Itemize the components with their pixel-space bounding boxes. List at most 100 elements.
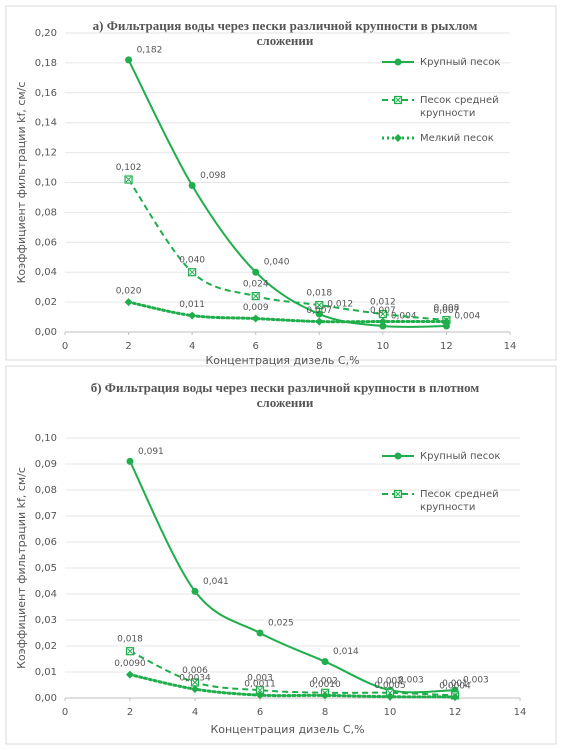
data-label: 0,007	[370, 306, 396, 316]
marker-cross	[380, 311, 386, 317]
marker	[188, 268, 197, 277]
marker-cross	[125, 176, 132, 183]
chart-title: а) Фильтрация воды через пески различной…	[92, 18, 478, 48]
y-tick-label: 0,04	[35, 589, 57, 600]
marker	[124, 175, 133, 184]
y-tick-label: 0,02	[35, 641, 57, 652]
marker	[442, 322, 450, 330]
data-label: 0,008	[434, 304, 460, 314]
y-tick-label: 0,06	[35, 237, 57, 248]
legend-marker	[393, 489, 403, 499]
marker-cross	[192, 679, 198, 686]
x-axis-label: Концентрация дизель С,%	[210, 723, 364, 736]
marker	[256, 629, 264, 637]
data-label: 0,025	[268, 619, 294, 629]
y-axis-label: Коэффициент фильтрации kf, см/с	[15, 467, 28, 669]
y-tick-label: 0,04	[35, 267, 57, 278]
series-line	[128, 673, 457, 699]
data-label: 0,0005	[374, 681, 406, 691]
x-tick-label: 10	[384, 707, 397, 718]
marker	[386, 692, 394, 701]
data-label: 0,098	[200, 171, 226, 181]
marker-cross	[189, 269, 195, 276]
x-tick-label: 0	[62, 707, 68, 718]
data-label: 0,0011	[244, 680, 276, 690]
chart: 0,00 0,01 0,02 0,03 0,04 0,05 0,06 0,07 0,08 0,09…	[5, 365, 557, 745]
x-tick-label: 10	[376, 341, 389, 352]
marker	[124, 298, 133, 307]
data-label: 0,041	[203, 577, 229, 587]
y-tick-label: 0,20	[35, 28, 57, 39]
marker	[251, 292, 260, 301]
data-label: 0,007	[434, 306, 460, 316]
data-label: 0,007	[306, 306, 332, 316]
legend-label: Крупный песок	[420, 57, 501, 68]
y-tick-label: 0,10	[35, 433, 57, 444]
marker	[191, 587, 199, 595]
marker	[256, 691, 264, 700]
x-tick-label: 0	[62, 341, 68, 352]
marker-cross	[316, 302, 323, 308]
legend-marker	[393, 95, 403, 105]
legend-marker	[394, 452, 402, 460]
x-tick-label: 6	[253, 341, 259, 352]
y-tick-label: 0,14	[35, 118, 57, 129]
legend-label: Песок средней крупности	[420, 95, 499, 119]
chart-title: б) Фильтрация воды через пески различной…	[90, 380, 480, 410]
data-label: 0,002	[377, 676, 403, 686]
data-label: 0,014	[333, 647, 359, 657]
marker	[315, 300, 324, 310]
data-label: 0,102	[116, 163, 142, 173]
x-tick-label: 12	[440, 341, 453, 352]
data-label: 0,0010	[309, 680, 341, 690]
marker	[451, 692, 459, 701]
y-tick-label: 0,00	[35, 327, 57, 338]
data-label: 0,009	[243, 303, 269, 313]
data-label: 0,003	[463, 676, 489, 686]
marker	[188, 311, 197, 320]
legend-marker	[394, 452, 402, 460]
marker	[321, 658, 329, 666]
marker	[126, 670, 134, 679]
marker-cross	[257, 687, 263, 694]
data-label: 0,012	[370, 298, 396, 308]
chart-frame	[5, 365, 557, 745]
x-tick-label: 14	[504, 341, 517, 352]
marker	[252, 268, 260, 276]
y-tick-label: 0,01	[35, 667, 57, 678]
x-tick-label: 4	[189, 341, 195, 352]
marker	[126, 457, 134, 465]
data-label: 0,004	[454, 312, 480, 322]
y-tick-label: 0,05	[35, 563, 57, 574]
data-label: 0,003	[398, 676, 424, 686]
y-tick-label: 0,08	[35, 485, 57, 496]
data-label: 0,091	[138, 447, 164, 457]
x-tick-label: 2	[127, 707, 133, 718]
data-label: 0,011	[179, 300, 205, 310]
data-label: 0,040	[179, 256, 205, 266]
x-tick-label: 14	[514, 707, 527, 718]
legend-marker	[394, 58, 402, 66]
series-line	[127, 300, 448, 324]
legend-marker	[393, 489, 403, 499]
y-tick-label: 0,02	[35, 297, 57, 308]
marker	[378, 317, 387, 326]
data-label: 0,001	[442, 679, 468, 689]
marker	[442, 317, 451, 326]
marker	[315, 310, 323, 318]
y-tick-label: 0,09	[35, 459, 57, 470]
x-axis-label: Концентрация дизель С,%	[205, 354, 359, 367]
data-label: 0,018	[306, 289, 332, 299]
data-label: 0,0034	[179, 674, 211, 684]
data-label: 0,040	[264, 258, 290, 268]
legend-marker	[394, 58, 402, 66]
x-tick-label: 8	[322, 707, 328, 718]
data-label: 0,018	[117, 635, 143, 645]
data-label: 0,020	[116, 287, 142, 297]
x-tick-label: 2	[125, 341, 131, 352]
marker-cross	[395, 491, 401, 497]
y-tick-label: 0,10	[35, 178, 57, 189]
chart: 0,00 0,02 0,04 0,06 0,08 0,10 0,12 0,14 0,16 0,18…	[5, 5, 557, 367]
